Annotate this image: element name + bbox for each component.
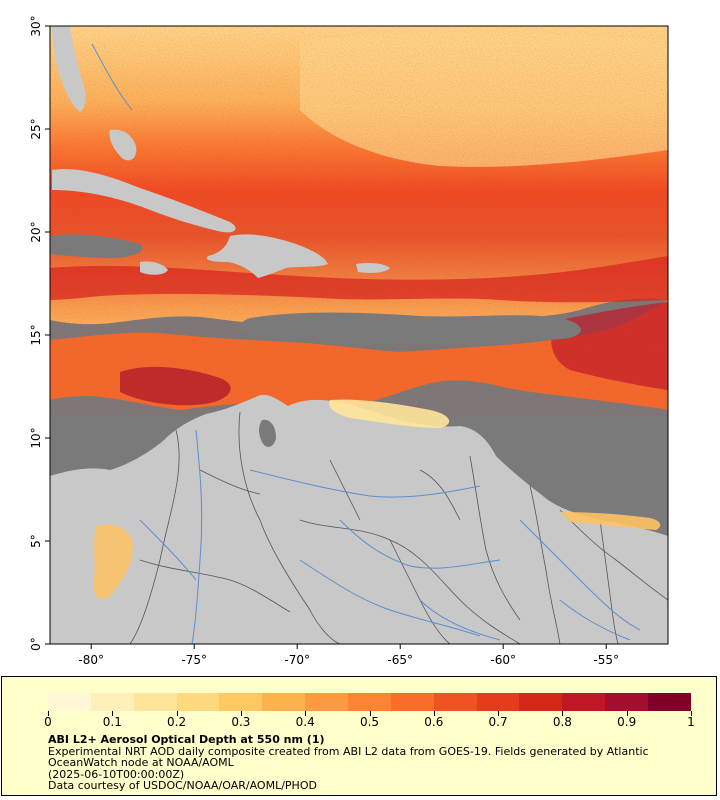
latitude-label: 20° — [29, 221, 43, 242]
colorbar-label: 0.4 — [295, 715, 315, 729]
colorbar-tick — [176, 711, 178, 716]
land-hispaniola — [206, 234, 328, 278]
aod-map: -80° -75° -70° -65° -60° -55° 0° 5° 10° 15° 20° 25… — [29, 15, 669, 667]
colorbar-tick — [626, 711, 628, 716]
no-data-gap-west — [50, 234, 143, 258]
legend-line-1: Experimental NRT AOD daily composite cre… — [48, 744, 649, 758]
colorbar-label: 0.2 — [167, 715, 187, 729]
latitude-label: 30° — [29, 15, 43, 36]
colorbar-tick — [369, 711, 371, 716]
colorbar-swatch — [433, 693, 477, 711]
country-borders — [129, 411, 668, 644]
rivers — [91, 43, 641, 644]
colorbar-swatch — [562, 693, 606, 711]
longitude-label: -80° — [78, 653, 104, 667]
longitude-label: -75° — [181, 653, 207, 667]
legend-line-3: (2025-06-10T00:00:00Z) — [48, 767, 185, 781]
colorbar-swatch — [90, 693, 134, 711]
colorbar-swatch — [262, 693, 306, 711]
map-plot-area — [50, 26, 668, 644]
colorbar-swatch — [305, 693, 349, 711]
latitude-label: 15° — [29, 324, 43, 345]
land-florida — [52, 26, 86, 112]
land-south-america — [50, 394, 668, 644]
lake-maracaibo — [259, 419, 276, 447]
colorbar-tick — [240, 711, 242, 716]
colorbar-swatch — [605, 693, 649, 711]
colorbar-label: 0 — [44, 715, 52, 729]
legend-title: ABI L2+ Aerosol Optical Depth at 550 nm … — [48, 733, 325, 746]
latitude-axis: 0° 5° 10° 15° 20° 25° 30° — [29, 15, 50, 651]
latitude-label: 25° — [29, 118, 43, 139]
colorbar-swatch — [348, 693, 391, 711]
aod-patch-coast-venezuela — [329, 399, 450, 428]
colorbar-tick — [498, 711, 500, 716]
land-jamaica — [140, 261, 168, 275]
no-data-gap-central — [240, 312, 581, 345]
colorbar-swatch — [133, 693, 177, 711]
longitude-label: -70° — [284, 653, 310, 667]
colorbar-tick — [562, 711, 564, 716]
land-puerto-rico — [356, 263, 390, 273]
colorbar-tick — [305, 711, 307, 716]
aod-patch-pacific — [93, 524, 133, 600]
longitude-label: -60° — [490, 653, 516, 667]
colorbar-swatch — [390, 693, 434, 711]
colorbar-swatch — [476, 693, 520, 711]
latitude-label: 10° — [29, 427, 43, 448]
colorbar-label: 0.5 — [359, 715, 380, 729]
longitude-label: -55° — [593, 653, 619, 667]
colorbar-tick — [112, 711, 114, 716]
aod-patch-guiana-coast — [560, 512, 661, 530]
longitude-label: -65° — [387, 653, 413, 667]
latitude-label: 5° — [29, 534, 43, 548]
colorbar-swatch — [519, 693, 563, 711]
colorbar-label: 0.6 — [424, 715, 444, 729]
colorbar-swatch — [176, 693, 220, 711]
colorbar-label: 0.8 — [552, 715, 572, 729]
colorbar-swatch — [219, 693, 263, 711]
map-canvas: -80° -75° -70° -65° -60° -55° 0° 5° 10° 15° 20° 25… — [29, 15, 669, 667]
colorbar-label: 0.7 — [488, 715, 508, 729]
legend-line-2: OceanWatch node at NOAA/AOML — [48, 756, 234, 769]
legend-line-4: Data courtesy of USDOC/NOAA/OAR/AOML/PHO… — [48, 779, 317, 792]
colorbar-swatch — [648, 693, 691, 711]
colorbar-label: 1 — [687, 715, 695, 729]
colorbar-label: 0.1 — [102, 715, 122, 729]
colorbar-ticks — [48, 711, 692, 717]
land-bahamas — [109, 129, 137, 161]
colorbar-tick — [48, 711, 49, 716]
aod-speckle — [50, 26, 668, 416]
colorbar-swatch — [48, 693, 91, 711]
colorbar-label: 0.3 — [231, 715, 251, 729]
longitude-axis: -80° -75° -70° -65° -60° -55° — [78, 644, 619, 667]
colorbar-tick — [691, 711, 692, 716]
legend-text: ABI L2+ Aerosol Optical Depth at 550 nm … — [48, 734, 708, 792]
colorbar-tick — [433, 711, 435, 716]
land-cuba — [52, 169, 236, 233]
colorbar-label: 0.9 — [617, 715, 637, 729]
legend-panel: 0 0.1 0.2 0.3 0.4 0.5 0.6 0.7 0.8 0.9 1 ABI L2+ Ae… — [1, 676, 717, 796]
latitude-label: 0° — [29, 637, 43, 651]
colorbar — [48, 693, 691, 711]
